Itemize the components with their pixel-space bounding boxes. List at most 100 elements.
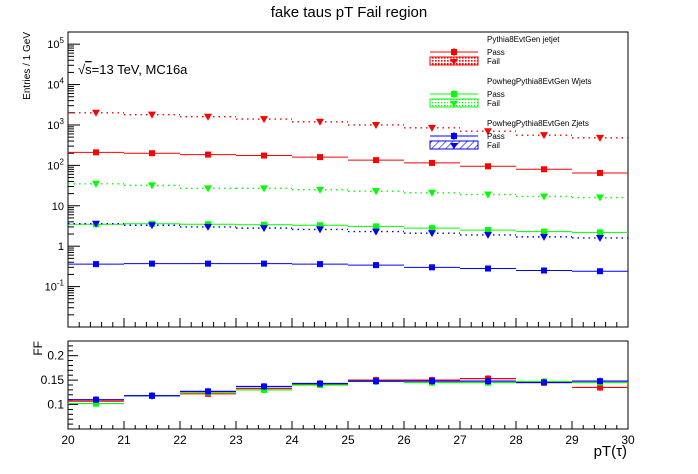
legend-series-name: Pythia8EvtGen jetjet [487,35,560,44]
fail-marker [372,188,380,196]
ff-marker [317,380,323,387]
energy-annotation-text: =13 TeV, MC16a [92,62,189,77]
legend-fail-marker [450,101,458,107]
legend-fail-label: Fail [487,99,500,108]
fail-marker [92,180,100,188]
fail-marker [148,222,156,230]
fail-marker [540,233,548,241]
fail-marker [260,225,268,233]
ff-marker [149,392,155,399]
legend-pass-marker [451,91,457,97]
upper-y-axis-label: Entries / 1 GeV [22,32,33,100]
lower-y-tick-label: 0.1 [47,398,64,412]
x-tick-label: 22 [173,433,187,447]
legend-fail-label: Fail [487,141,500,150]
fail-marker [204,185,212,193]
y-tick-label: 102 [47,157,64,172]
y-tick-label: 105 [47,36,64,51]
y-tick-mantissa: 10 [47,39,59,51]
fail-marker [428,230,436,238]
y-tick-label: 1 [58,241,64,253]
pass-marker [597,169,603,176]
fail-marker [204,113,212,121]
pass-marker [205,260,211,267]
ff-marker [93,396,99,403]
fail-marker [372,228,380,236]
energy-annotation: √s=13 TeV, MC16a [78,62,188,77]
pass-marker [93,149,99,156]
y-tick-mantissa: 10 [45,282,57,294]
pass-marker [261,152,267,159]
fail-marker [596,234,604,242]
y-tick-exponent: 3 [60,117,65,126]
y-tick-exponent: 2 [60,157,65,166]
legend-fail-marker [450,59,458,65]
pass-marker [541,166,547,173]
x-tick-label: 28 [509,433,523,447]
fail-marker [92,109,100,117]
fail-marker [372,121,380,129]
ff-marker [597,384,603,391]
lower-axes: 20 21 22 23 24 25 26 27 28 29 30 0.1 0.15 0.2 [41,340,635,447]
y-tick-label: 10-1 [45,279,65,294]
pass-marker [149,150,155,157]
x-axis-label: pT(τ) [594,443,627,460]
x-tick-label: 30 [621,433,635,447]
lower-data-marks [68,375,628,408]
fail-marker [428,124,436,132]
fail-marker [260,185,268,193]
legend-pass-label: Pass [487,132,505,141]
y-tick-mantissa: 10 [47,80,59,92]
pass-marker [261,260,267,267]
ff-marker [429,378,435,385]
pass-marker [373,262,379,269]
pass-marker [373,157,379,164]
ff-marker [261,383,267,390]
fail-marker [316,186,324,194]
chart-title: fake taus pT Fail region [271,4,427,21]
legend-fail-label: Fail [487,57,500,66]
pass-marker [429,159,435,166]
y-tick-label: 103 [47,117,64,132]
x-tick-label: 23 [229,433,243,447]
pass-marker [149,260,155,267]
ff-marker [93,400,99,407]
ff-marker [373,378,379,385]
fail-marker [316,118,324,126]
x-tick-label: 25 [341,433,355,447]
legend: Pythia8EvtGen jetjetPassFailPowhegPythia… [429,35,592,150]
fail-marker [316,226,324,234]
y-tick-label: 104 [47,77,64,92]
x-tick-label: 29 [565,433,579,447]
fail-marker [260,116,268,124]
y-tick-label: 10 [52,201,64,213]
y-tick-exponent: -1 [57,279,65,288]
pass-marker [373,223,379,230]
legend-pass-marker [451,133,457,139]
legend-series-name: PowhegPythia8EvtGen Wjets [487,77,592,86]
y-tick-mantissa: 10 [47,160,59,172]
legend-pass-label: Pass [487,90,505,99]
fail-marker [204,223,212,231]
legend-pass-marker [451,49,457,55]
pass-marker [429,264,435,271]
legend-fail-marker [450,143,458,149]
y-tick-mantissa: 10 [47,120,59,132]
fail-marker [596,134,604,142]
fail-marker [484,191,492,199]
pass-marker [485,227,491,234]
x-tick-label: 24 [285,433,299,447]
pass-marker [541,228,547,235]
pass-marker [93,261,99,268]
pass-marker [429,225,435,232]
ff-marker [205,388,211,395]
fail-marker [148,111,156,119]
fail-marker [428,189,436,197]
ff-marker [541,379,547,386]
fail-marker [148,182,156,190]
x-tick-label: 21 [117,433,131,447]
x-tick-label: 27 [453,433,467,447]
pass-marker [317,222,323,229]
